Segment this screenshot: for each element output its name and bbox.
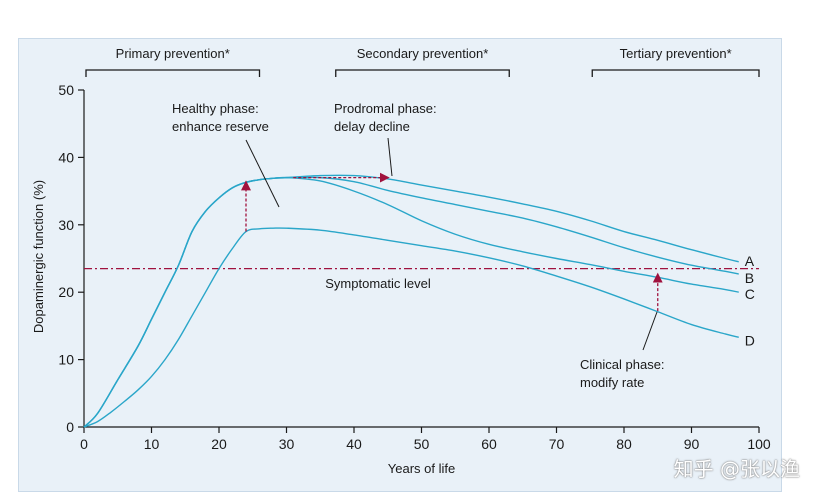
x-tick-label: 90	[684, 436, 700, 452]
y-axis-label: Dopaminergic function (%)	[31, 180, 46, 333]
watermark: 知乎 @张以渔	[673, 457, 800, 481]
series-label-a: A	[745, 253, 755, 269]
y-tick-label: 30	[58, 217, 74, 233]
prevention-label: Tertiary prevention*	[620, 46, 732, 61]
series-label-c: C	[745, 286, 755, 302]
prevention-bracket	[85, 69, 261, 77]
series-line-d	[83, 227, 739, 428]
series-label-b: B	[745, 270, 754, 286]
annotation-text: enhance reserve	[172, 119, 269, 134]
annotation-text: Clinical phase:	[580, 357, 665, 372]
y-tick-label: 40	[58, 149, 74, 165]
prevention-label: Secondary prevention*	[357, 46, 489, 61]
y-tick-label: 50	[58, 82, 74, 98]
annotation-text: Healthy phase:	[172, 101, 259, 116]
prevention-bracket	[591, 69, 760, 77]
series-label-d: D	[745, 332, 755, 348]
prevention-label: Primary prevention*	[116, 46, 230, 61]
x-tick-label: 50	[414, 436, 430, 452]
y-tick-label: 0	[66, 419, 74, 435]
x-tick-label: 80	[616, 436, 632, 452]
x-tick-label: 10	[144, 436, 160, 452]
y-tick-label: 10	[58, 352, 74, 368]
annotation-text: modify rate	[580, 375, 644, 390]
x-tick-label: 40	[346, 436, 362, 452]
symptomatic-level-label: Symptomatic level	[325, 276, 431, 291]
annotation-leader	[245, 139, 280, 208]
annotation-leader	[642, 311, 658, 351]
x-tick-label: 60	[481, 436, 497, 452]
x-tick-label: 100	[747, 436, 771, 452]
x-tick-label: 20	[211, 436, 227, 452]
series-line-c	[83, 176, 739, 428]
annotation-leader	[387, 137, 393, 177]
x-tick-label: 70	[549, 436, 565, 452]
y-tick-label: 20	[58, 284, 74, 300]
prevention-bracket	[335, 69, 510, 77]
chart-panel	[18, 38, 782, 492]
annotation-text: Prodromal phase:	[334, 101, 437, 116]
x-tick-label: 0	[80, 436, 88, 452]
x-axis-label: Years of life	[388, 461, 455, 476]
annotation-text: delay decline	[334, 119, 410, 134]
x-tick-label: 30	[279, 436, 295, 452]
